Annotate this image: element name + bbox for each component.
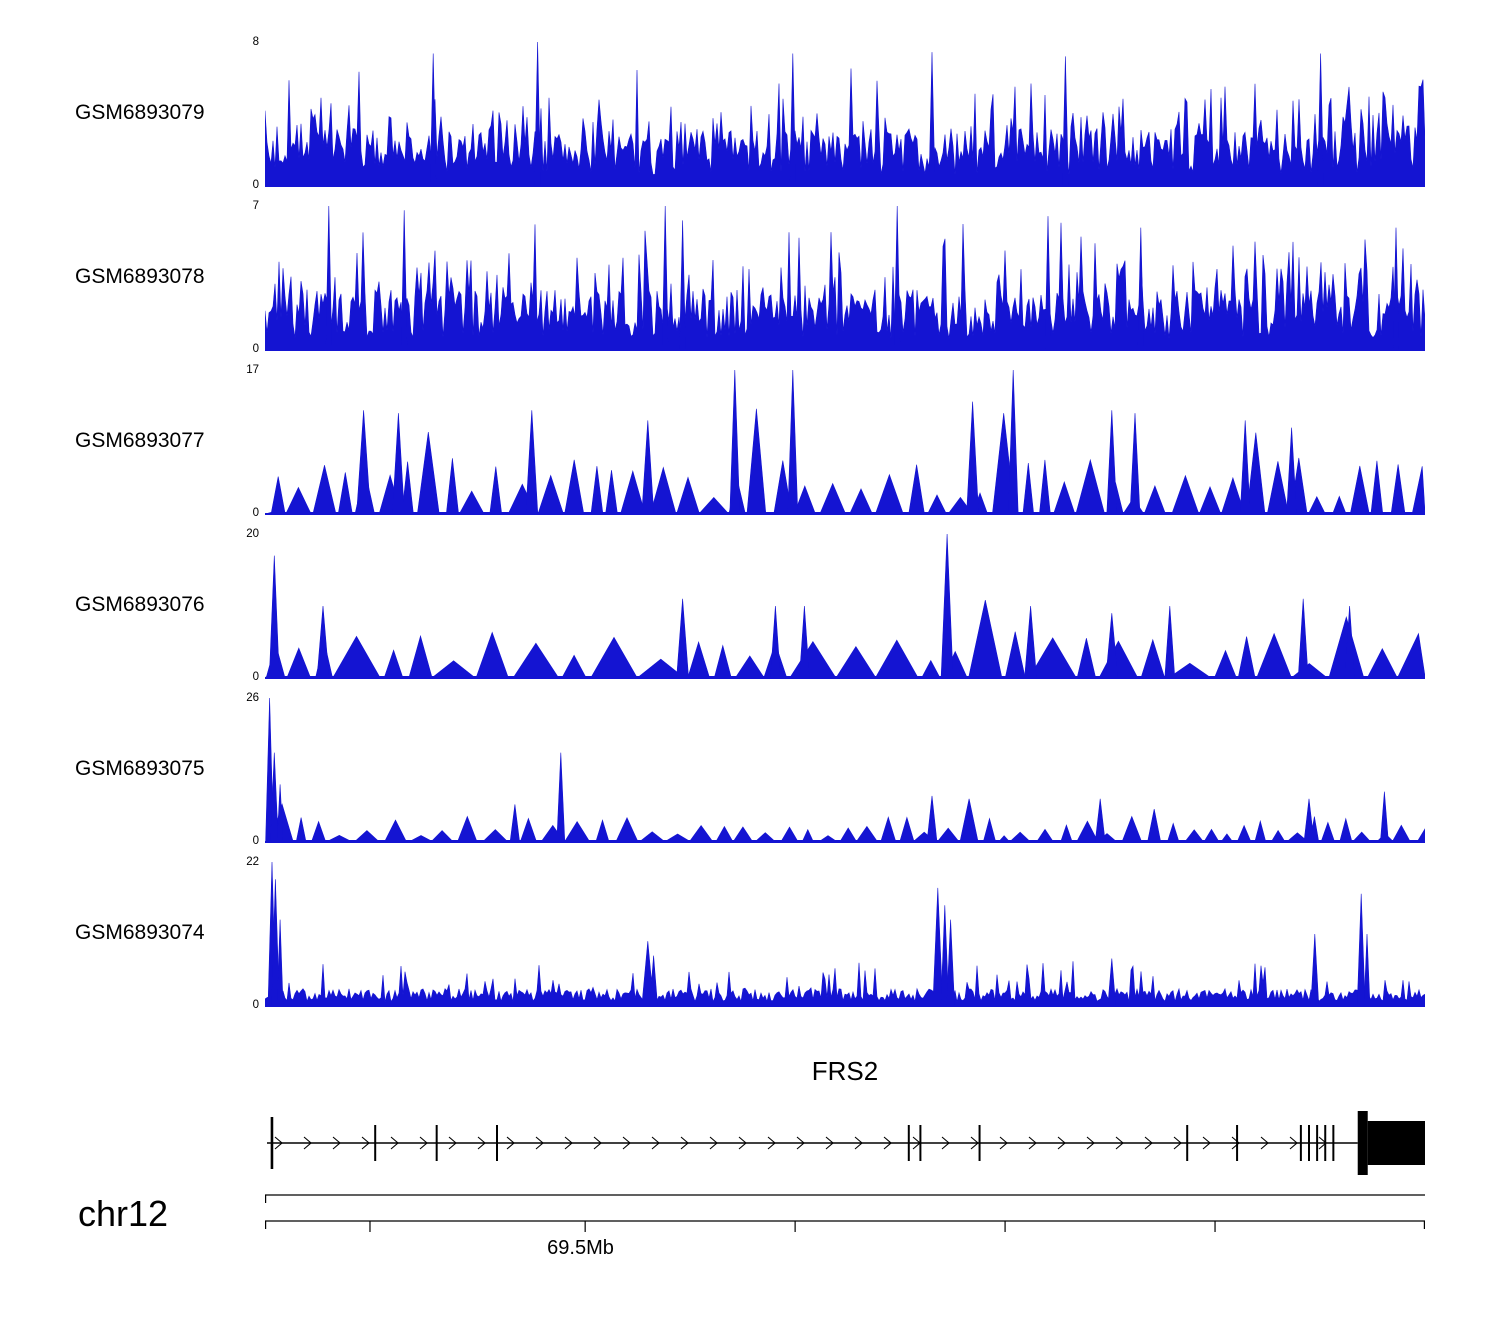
genomic-ruler-section: chr12 69.5Mb: [78, 1191, 1425, 1291]
track-y-axis: 20 0: [230, 528, 265, 683]
genomic-ruler: [265, 1194, 1425, 1232]
track-label: GSM6893074: [75, 921, 205, 944]
coverage-signal: [265, 205, 1425, 351]
y-max-label: 7: [252, 200, 259, 212]
track-y-axis: 26 0: [230, 692, 265, 847]
coverage-signal: [265, 533, 1425, 679]
y-zero-label: 0: [252, 343, 259, 355]
gene-model-track: [267, 1111, 1425, 1175]
track-y-axis: 7 0: [230, 200, 265, 355]
coverage-signal: [265, 861, 1425, 1007]
track-row: GSM6893078 7 0: [0, 200, 1500, 355]
y-zero-label: 0: [252, 835, 259, 847]
track-y-axis: 8 0: [230, 36, 265, 191]
y-max-label: 8: [252, 36, 259, 48]
track-row: GSM6893074 22 0: [0, 856, 1500, 1011]
y-max-label: 20: [246, 528, 259, 540]
track-label: GSM6893077: [75, 429, 205, 452]
y-max-label: 22: [246, 856, 259, 868]
y-max-label: 17: [246, 364, 259, 376]
track-row: GSM6893075 26 0: [0, 692, 1500, 847]
track-label: GSM6893078: [75, 265, 205, 288]
y-zero-label: 0: [252, 671, 259, 683]
y-zero-label: 0: [252, 179, 259, 191]
track-y-axis: 22 0: [230, 856, 265, 1011]
position-label: 69.5Mb: [547, 1237, 614, 1259]
track-label: GSM6893075: [75, 757, 205, 780]
y-zero-label: 0: [252, 999, 259, 1011]
coverage-signal: [265, 41, 1425, 187]
y-max-label: 26: [246, 692, 259, 704]
chromosome-label: chr12: [78, 1193, 169, 1234]
gene-annotation-section: FRS2: [265, 1056, 1425, 1185]
coverage-signal: [265, 369, 1425, 515]
track-row: GSM6893079 8 0: [0, 36, 1500, 191]
gene-name-label: FRS2: [811, 1056, 879, 1086]
track-row: GSM6893076 20 0: [0, 528, 1500, 683]
coverage-tracks: GSM6893079 8 0 GSM6893078 7 0 GSM6893077…: [0, 36, 1500, 1011]
track-row: GSM6893077 17 0: [0, 364, 1500, 519]
y-zero-label: 0: [252, 507, 259, 519]
track-label: GSM6893079: [75, 101, 205, 124]
track-y-axis: 17 0: [230, 364, 265, 519]
coverage-signal: [265, 697, 1425, 843]
track-label: GSM6893076: [75, 593, 205, 616]
